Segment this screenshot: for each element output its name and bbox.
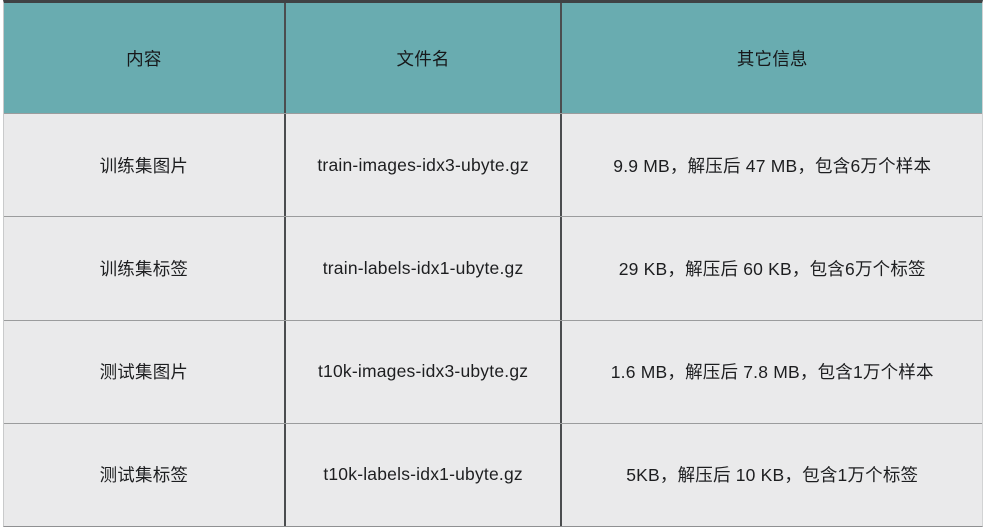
column-header-filename: 文件名 xyxy=(283,3,561,113)
cell-filename: t10k-images-idx3-ubyte.gz xyxy=(283,320,561,423)
cell-info: 5KB，解压后 10 KB，包含1万个标签 xyxy=(560,423,982,526)
table-row: 训练集图片 train-images-idx3-ubyte.gz 9.9 MB，… xyxy=(4,113,982,217)
column-header-content: 内容 xyxy=(126,48,162,69)
column-header-other-info: 其它信息 xyxy=(560,3,982,113)
table-row: 训练集标签 train-labels-idx1-ubyte.gz 29 KB，解… xyxy=(4,216,982,320)
cell-filename: train-images-idx3-ubyte.gz xyxy=(283,114,561,217)
cell-info: 9.9 MB，解压后 47 MB，包含6万个样本 xyxy=(560,114,982,217)
cell-filename: train-labels-idx1-ubyte.gz xyxy=(283,217,561,320)
cell-info: 29 KB，解压后 60 KB，包含6万个标签 xyxy=(560,217,982,320)
cell-content: 测试集标签 xyxy=(99,465,189,486)
cell-info: 1.6 MB，解压后 7.8 MB，包含1万个样本 xyxy=(560,320,982,423)
table-row: 测试集图片 t10k-images-idx3-ubyte.gz 1.6 MB，解… xyxy=(4,319,982,423)
table-header-row: 内容 文件名 其它信息 xyxy=(4,3,982,113)
cell-filename: t10k-labels-idx1-ubyte.gz xyxy=(283,423,561,526)
cell-content: 测试集图片 xyxy=(99,362,189,383)
table-row: 测试集标签 t10k-labels-idx1-ubyte.gz 5KB，解压后 … xyxy=(4,422,982,526)
cell-content: 训练集图片 xyxy=(99,155,189,176)
data-table: 内容 文件名 其它信息 训练集图片 train-images-idx3-ubyt… xyxy=(3,0,983,527)
cell-content: 训练集标签 xyxy=(99,258,189,279)
